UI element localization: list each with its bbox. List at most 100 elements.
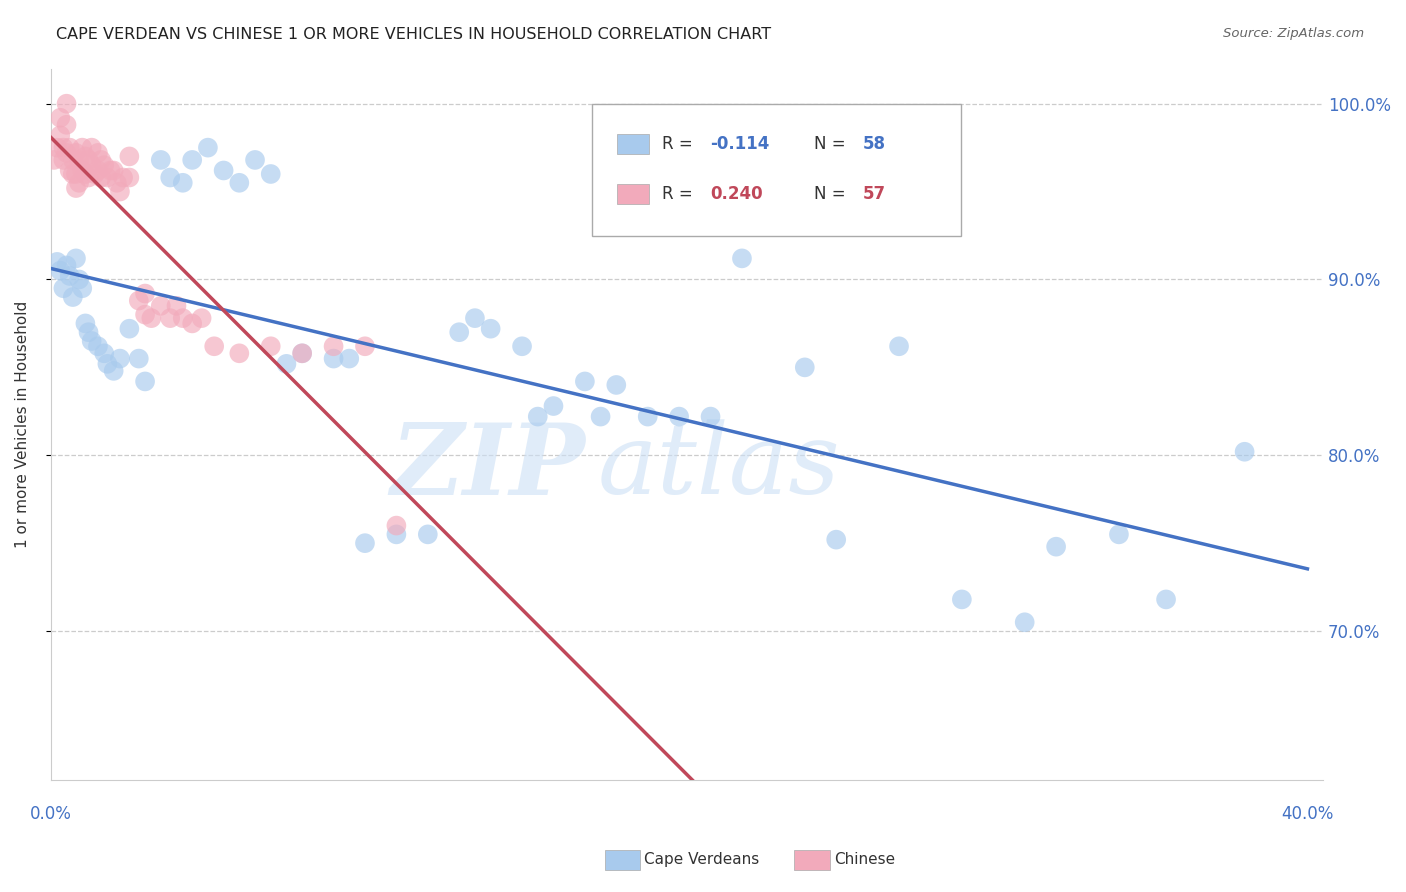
- Point: [65, 252, 87, 266]
- Point: [93, 158, 115, 172]
- Text: 40.0%: 40.0%: [1281, 805, 1334, 823]
- Text: CAPE VERDEAN VS CHINESE 1 OR MORE VEHICLES IN HOUSEHOLD CORRELATION CHART: CAPE VERDEAN VS CHINESE 1 OR MORE VEHICL…: [56, 27, 772, 42]
- Point: [70, 141, 93, 155]
- Point: [59, 268, 82, 283]
- Point: [49, 263, 72, 277]
- Point: [77, 153, 100, 167]
- Point: [589, 409, 612, 424]
- Point: [159, 311, 181, 326]
- Text: 0.240: 0.240: [710, 185, 762, 202]
- Point: [103, 163, 125, 178]
- Point: [149, 153, 172, 167]
- Point: [322, 351, 344, 366]
- Text: Cape Verdeans: Cape Verdeans: [644, 853, 759, 867]
- Point: [65, 145, 87, 160]
- Point: [75, 149, 97, 163]
- Point: [70, 281, 93, 295]
- Point: [59, 163, 82, 178]
- Point: [228, 176, 250, 190]
- FancyBboxPatch shape: [617, 134, 648, 154]
- Text: N =: N =: [814, 135, 851, 153]
- Point: [87, 145, 110, 160]
- Point: [65, 167, 87, 181]
- Point: [228, 346, 250, 360]
- Point: [181, 317, 204, 331]
- Point: [1108, 527, 1130, 541]
- Point: [479, 321, 502, 335]
- Point: [49, 111, 72, 125]
- Point: [42, 153, 65, 167]
- Point: [105, 176, 128, 190]
- Text: atlas: atlas: [598, 419, 841, 515]
- Point: [354, 339, 377, 353]
- Text: 58: 58: [862, 135, 886, 153]
- Point: [75, 167, 97, 181]
- Point: [793, 360, 815, 375]
- Point: [118, 149, 141, 163]
- Point: [128, 293, 150, 308]
- Point: [55, 259, 77, 273]
- Point: [67, 272, 90, 286]
- Point: [134, 308, 156, 322]
- Point: [108, 351, 131, 366]
- Point: [62, 290, 84, 304]
- Point: [337, 351, 360, 366]
- Point: [212, 163, 235, 178]
- Point: [80, 158, 103, 172]
- Point: [172, 176, 194, 190]
- Point: [67, 176, 90, 190]
- Point: [128, 351, 150, 366]
- Point: [80, 334, 103, 348]
- Text: 57: 57: [862, 185, 886, 202]
- Point: [181, 153, 204, 167]
- Point: [322, 339, 344, 353]
- Text: N =: N =: [814, 185, 851, 202]
- Point: [574, 375, 596, 389]
- Point: [1014, 615, 1036, 630]
- Point: [46, 141, 69, 155]
- Point: [134, 375, 156, 389]
- Point: [80, 141, 103, 155]
- Point: [52, 281, 75, 295]
- Point: [510, 339, 533, 353]
- Point: [77, 170, 100, 185]
- Point: [87, 163, 110, 178]
- Point: [100, 163, 122, 178]
- Point: [108, 185, 131, 199]
- Point: [699, 409, 721, 424]
- Text: Chinese: Chinese: [834, 853, 894, 867]
- Point: [96, 170, 118, 185]
- Point: [637, 409, 659, 424]
- Point: [1233, 444, 1256, 458]
- Point: [52, 141, 75, 155]
- Point: [354, 536, 377, 550]
- Text: -0.114: -0.114: [710, 135, 769, 153]
- Point: [202, 339, 225, 353]
- Point: [134, 286, 156, 301]
- Point: [291, 346, 314, 360]
- Point: [385, 527, 408, 541]
- Point: [526, 409, 548, 424]
- Point: [103, 364, 125, 378]
- Point: [1045, 540, 1067, 554]
- Point: [96, 357, 118, 371]
- Point: [166, 299, 188, 313]
- Point: [55, 118, 77, 132]
- Point: [59, 141, 82, 155]
- Point: [62, 153, 84, 167]
- Y-axis label: 1 or more Vehicles in Household: 1 or more Vehicles in Household: [15, 301, 30, 548]
- Point: [731, 252, 754, 266]
- Point: [49, 128, 72, 143]
- Point: [141, 311, 163, 326]
- Point: [52, 153, 75, 167]
- Point: [190, 311, 212, 326]
- Point: [65, 181, 87, 195]
- Point: [55, 145, 77, 160]
- Point: [75, 317, 97, 331]
- Point: [197, 141, 219, 155]
- Point: [149, 299, 172, 313]
- Point: [46, 255, 69, 269]
- Point: [276, 357, 298, 371]
- Point: [77, 325, 100, 339]
- Text: R =: R =: [662, 185, 697, 202]
